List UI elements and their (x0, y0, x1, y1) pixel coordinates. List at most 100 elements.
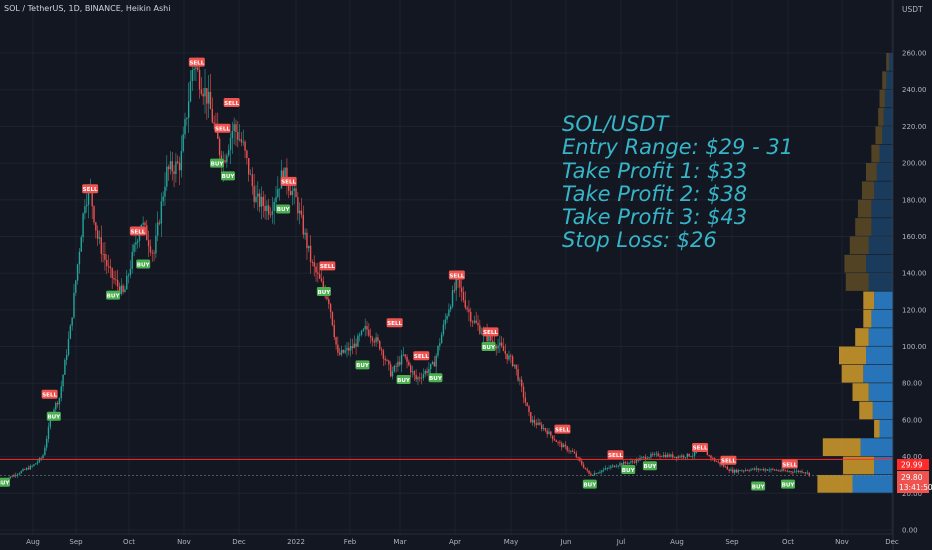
candle-body (153, 252, 155, 254)
candle-body (531, 419, 534, 423)
signal-badge (276, 204, 291, 214)
candle-body (804, 472, 807, 474)
candle-body (721, 464, 723, 466)
candle-body (508, 355, 510, 360)
candle-body (759, 469, 761, 471)
candle-body (144, 222, 146, 226)
vp-bar-up (866, 254, 893, 273)
candle-body (80, 237, 82, 252)
y-tick-label: 220.00 (902, 123, 927, 131)
candle-body (142, 222, 144, 225)
signal-label: SELL (414, 354, 429, 360)
candle-body (262, 196, 264, 206)
candle-body (27, 468, 30, 470)
candle-body (155, 235, 157, 254)
candle-body (657, 453, 659, 457)
vp-bar-up (879, 419, 893, 438)
candle-body (422, 374, 425, 379)
candle-body (466, 307, 468, 310)
vp-bar-down (861, 181, 875, 200)
level-tag-bg (897, 459, 929, 470)
candle-body (131, 251, 133, 269)
candle-body (75, 280, 77, 293)
candle-body (670, 454, 672, 457)
candle-body (659, 456, 661, 457)
candle-body (326, 296, 328, 300)
candle-body (743, 470, 745, 472)
candle-body (453, 290, 456, 292)
candle-body (237, 132, 239, 140)
vp-bar-down (871, 144, 880, 163)
signal-label: SELL (555, 427, 570, 433)
candle-body (251, 174, 254, 187)
candle-body (184, 119, 186, 135)
signal-label: BUY (643, 464, 657, 470)
vp-bar-up (879, 144, 893, 163)
candle-body (486, 331, 488, 342)
buy-signal: BUY (355, 360, 370, 370)
candle-body (308, 245, 310, 249)
candle-body (124, 289, 126, 293)
candle-body (803, 472, 805, 474)
y-tick-label: 180.00 (902, 196, 927, 204)
candle-body (479, 325, 481, 334)
signal-badge (386, 318, 403, 328)
candle-body (197, 67, 199, 70)
candle-body (541, 424, 543, 429)
candle-body (637, 459, 639, 461)
candle-body (763, 469, 765, 471)
candle-body (797, 470, 800, 472)
candle-body (752, 468, 754, 470)
candle-body (355, 343, 357, 347)
vp-bar-up (871, 218, 893, 236)
candle-body (337, 344, 339, 353)
candle-body (506, 353, 508, 360)
candle-body (773, 469, 776, 471)
candle-body (204, 88, 206, 97)
candle-body (420, 378, 423, 379)
candle-body (82, 213, 84, 238)
signal-label: SELL (782, 462, 797, 468)
currency-label: USDT (902, 5, 923, 14)
candle-body (750, 469, 752, 471)
candle-body (430, 363, 432, 370)
x-tick-label: Oct (123, 538, 135, 546)
plan-pair: SOL/USDT (562, 112, 669, 136)
candle-body (570, 450, 572, 452)
candle-body (630, 461, 632, 463)
candle-body (772, 468, 774, 470)
signal-label: BUY (622, 468, 636, 474)
candle-body (400, 354, 403, 365)
vp-bar-up (852, 474, 893, 493)
vp-bar-down (817, 474, 853, 493)
candle-body (209, 91, 212, 109)
price-axis[interactable]: 260.00 240.00 220.00 200.00 180.00 160.00 140.… (892, 0, 927, 550)
candle-body (409, 365, 412, 373)
candle-body (746, 470, 749, 471)
candle-body (320, 278, 323, 282)
candle-body (692, 455, 694, 457)
vp-bar-up (876, 163, 893, 181)
vp-bar-down (855, 218, 872, 236)
candle-body (288, 185, 290, 191)
trade-plan-text: SOL/USDT Entry Range: $29 - 31 Take Prof… (562, 112, 793, 253)
signal-badge (46, 411, 61, 421)
candle-body (278, 188, 281, 190)
signal-badge (210, 158, 224, 168)
vp-bar-up (888, 53, 893, 71)
vp-bar-down (857, 199, 872, 218)
time-axis[interactable]: Aug Sep Oct Nov Dec 2022 Feb Mar Apr May Jun Jul Aug… (0, 533, 899, 546)
candle-body (391, 371, 394, 377)
candle-body (666, 454, 668, 458)
sell-signal: SELL (214, 123, 231, 133)
candle-body (318, 273, 321, 279)
candle-body (122, 285, 124, 293)
sell-signal: SELL (554, 424, 571, 434)
candle-body (612, 465, 614, 467)
candle-body (78, 251, 81, 265)
signal-label: BUY (482, 345, 496, 351)
candle-body (557, 441, 559, 443)
vp-bar-down (863, 291, 875, 310)
candle-body (644, 456, 647, 459)
